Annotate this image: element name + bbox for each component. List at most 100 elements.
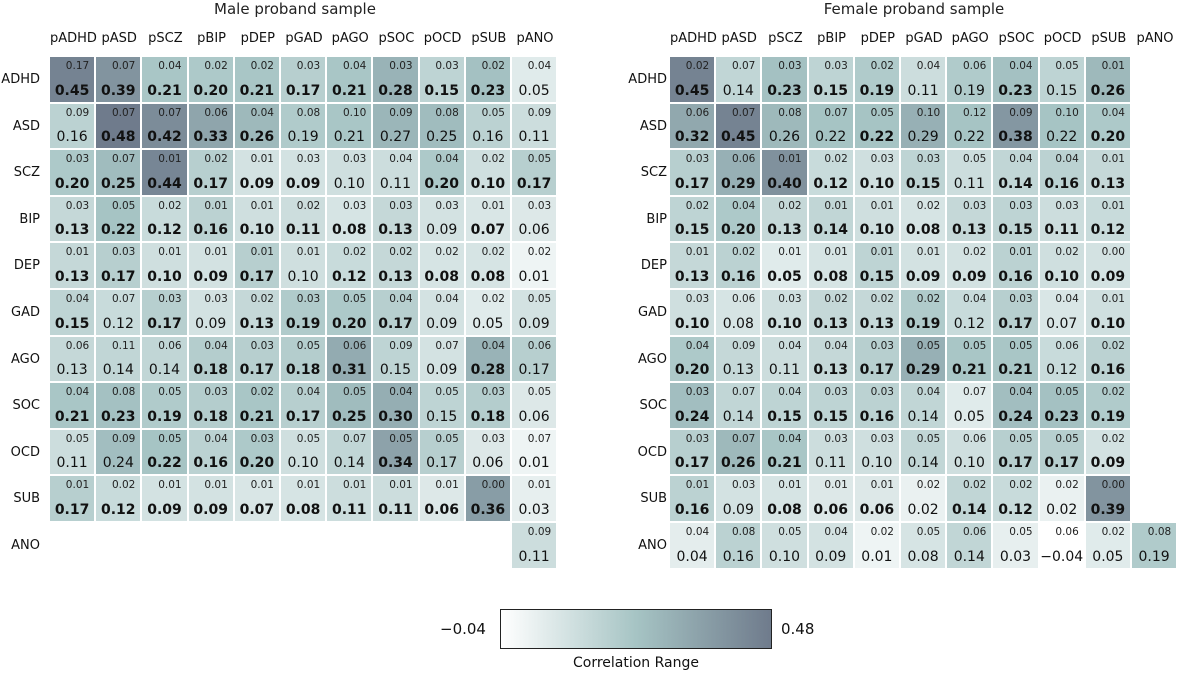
heatmap-cell-sub-psoc: 0.02 0.12	[993, 476, 1038, 521]
correlation-value-label: 0.09	[1090, 268, 1126, 285]
standard-error-label: 0.09	[527, 526, 552, 538]
correlation-value-label: 0.10	[768, 548, 801, 565]
heatmap-cell-dep-pago: 0.02 0.12	[327, 243, 372, 288]
standard-error-label: 0.05	[296, 339, 321, 352]
correlation-value-label: 0.17	[674, 455, 710, 472]
correlation-value-label: 0.10	[861, 455, 893, 472]
heatmap-cell-bip-pgad: 0.02 0.08	[901, 196, 946, 242]
heatmap-cell-ago-padhd: 0.06 0.13	[50, 336, 95, 382]
correlation-value-label: 0.17	[193, 175, 228, 192]
correlation-value-label: 0.12	[998, 501, 1033, 518]
correlation-value-label: 0.45	[674, 82, 710, 99]
heatmap-cell-gad-psoc: 0.04 0.17	[373, 290, 418, 335]
row-label-asd: ASD	[12, 118, 40, 134]
correlation-value-label: 0.16	[722, 548, 754, 565]
column-label-pgad: pGAD	[905, 31, 943, 46]
correlation-value-label: 0.14	[722, 408, 754, 425]
correlation-value-label: 0.17	[147, 315, 182, 332]
heatmap-cell-asd-pasd: 0.07 0.48	[96, 103, 141, 149]
correlation-value-label: 0.07	[1046, 315, 1078, 332]
heatmap-cell-adhd-pano: 0.04 0.05	[512, 57, 557, 102]
standard-error-label: 0.06	[1055, 339, 1079, 352]
standard-error-label: 0.03	[250, 339, 274, 352]
heatmap-cell-ocd-pbip: 0.03 0.11	[808, 429, 853, 475]
standard-error-label: 0.04	[778, 432, 802, 445]
correlation-value-label: 0.45	[54, 82, 90, 99]
correlation-value-label: 0.13	[767, 222, 802, 239]
heatmap-cell-sub-pdep: 0.01 0.06	[854, 476, 899, 521]
correlation-value-label: 0.28	[378, 82, 413, 99]
standard-error-label: 0.03	[778, 60, 802, 72]
standard-error-label: 0.08	[435, 106, 459, 119]
correlation-value-label: 0.17	[998, 455, 1033, 472]
heatmap-cell-scz-pdep: 0.03 0.10	[854, 150, 899, 195]
heatmap-cell-adhd-padhd: 0.17 0.45	[50, 57, 95, 102]
standard-error-label: 0.01	[685, 246, 710, 259]
correlation-value-label: 0.20	[332, 315, 367, 332]
standard-error-label: 0.04	[1009, 153, 1033, 166]
heatmap-cell-asd-pscz: 0.07 0.42	[142, 103, 187, 149]
correlation-value-label: 0.09	[952, 268, 987, 285]
standard-error-label: 0.04	[65, 293, 90, 305]
standard-error-label: 0.05	[1055, 60, 1079, 72]
heatmap-cell-bip-psoc: 0.03 0.15	[993, 196, 1038, 242]
correlation-value-label: 0.01	[518, 268, 550, 285]
standard-error-label: 0.03	[527, 199, 552, 212]
heatmap-cell-dep-pbip: 0.01 0.09	[188, 243, 233, 288]
correlation-value-label: 0.44	[147, 175, 182, 192]
heatmap-cell-soc-pscz: 0.04 0.15	[762, 383, 807, 428]
heatmap-cell-gad-pbip: 0.02 0.13	[808, 290, 853, 335]
standard-error-label: 0.03	[778, 293, 802, 305]
correlation-value-label: 0.29	[907, 129, 939, 146]
heatmap-cell-scz-pocd: 0.04 0.16	[1039, 150, 1084, 195]
heatmap-cell-ano-pocd: 0.06 −0.04	[1039, 523, 1084, 568]
standard-error-label: 0.05	[342, 386, 367, 399]
standard-error-label: 0.06	[685, 106, 710, 119]
standard-error-label: 0.03	[435, 60, 459, 72]
female-panel-title: Female proband sample	[823, 0, 1005, 18]
heatmap-cell-sub-pscz: 0.01 0.08	[762, 476, 807, 521]
heatmap-cell-bip-padhd: 0.02 0.15	[670, 196, 715, 242]
correlation-value-label: 0.11	[285, 222, 321, 239]
heatmap-cell-gad-pdep: 0.02 0.13	[234, 290, 279, 335]
standard-error-label: 0.03	[296, 60, 321, 72]
standard-error-label: 0.02	[962, 479, 987, 492]
heatmap-cell-asd-psub: 0.04 0.20	[1085, 103, 1130, 149]
correlation-value-label: 0.08	[424, 268, 459, 285]
heatmap-cell-soc-padhd: 0.03 0.24	[670, 383, 715, 428]
standard-error-label: 0.04	[158, 60, 182, 72]
correlation-value-label: 0.18	[285, 362, 321, 379]
correlation-value-label: 0.36	[470, 501, 506, 518]
correlation-value-label: 0.17	[101, 268, 136, 285]
heatmap-cell-ago-pscz: 0.06 0.14	[142, 336, 187, 382]
correlation-value-label: 0.26	[239, 129, 275, 146]
heatmap-cell-gad-padhd: 0.04 0.15	[50, 290, 95, 335]
correlation-value-label: 0.16	[56, 129, 88, 146]
heatmap-cell-bip-padhd: 0.03 0.13	[50, 196, 95, 242]
heatmap-cell-bip-pano: 0.03 0.06	[512, 196, 557, 242]
correlation-value-label: 0.09	[905, 268, 941, 285]
heatmap-cell-bip-pocd: 0.03 0.11	[1039, 196, 1084, 242]
heatmap-cell-scz-pago: 0.05 0.11	[947, 150, 992, 195]
male-panel-title: Male proband sample	[214, 0, 376, 18]
row-label-sub: SUB	[640, 491, 667, 507]
correlation-value-label: 0.15	[379, 362, 412, 379]
heatmap-cell-adhd-pago: 0.04 0.21	[327, 57, 372, 102]
row-label-bip: BIP	[646, 211, 667, 227]
row-label-ocd: OCD	[10, 444, 40, 460]
standard-error-label: 0.05	[527, 153, 552, 166]
heatmap-cell-bip-psub: 0.01 0.12	[1085, 196, 1130, 242]
heatmap-cell-ano-pgad: 0.05 0.08	[901, 523, 946, 568]
standard-error-label: 0.01	[1101, 293, 1125, 305]
standard-error-label: 0.03	[111, 246, 136, 259]
heatmap-cell-ago-pago: 0.06 0.31	[327, 336, 372, 382]
standard-error-label: 0.06	[731, 153, 756, 166]
correlation-value-label: 0.42	[147, 129, 182, 146]
standard-error-label: 0.10	[342, 106, 367, 119]
column-label-pago: pAGO	[331, 31, 369, 46]
correlation-value-label: 0.19	[285, 315, 321, 332]
standard-error-label: 0.01	[1101, 153, 1125, 166]
correlation-value-label: 0.39	[101, 82, 136, 99]
heatmap-cell-gad-pgad: 0.03 0.19	[281, 290, 326, 335]
column-label-pocd: pOCD	[1043, 31, 1082, 46]
